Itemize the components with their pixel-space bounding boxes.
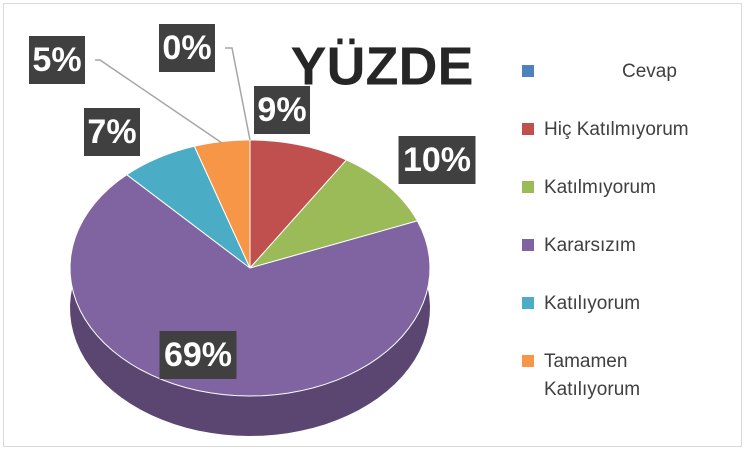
data-label-box: [254, 86, 310, 134]
data-label-box: [84, 108, 140, 156]
legend-item: Katılmıyorum: [522, 174, 712, 232]
legend-item: Cevap: [522, 58, 712, 116]
legend-item: Katılıyorum: [522, 290, 712, 348]
legend-swatch: [522, 123, 534, 135]
legend-swatch: [522, 355, 534, 367]
legend-label: Tamamen Katılıyorum: [544, 351, 641, 400]
data-label: 7%: [87, 113, 136, 151]
slice: [248, 159, 419, 269]
legend-item: Kararsızım: [522, 232, 712, 290]
slice: [249, 139, 348, 270]
leader-line: [225, 47, 251, 141]
data-label-box: [159, 331, 237, 379]
slice: [193, 139, 251, 269]
legend-swatch: [522, 65, 534, 77]
slice: [125, 145, 251, 269]
legend-label: Hiç Katılmıyorum: [544, 119, 689, 140]
data-label-box: [159, 24, 215, 72]
legend-item: Hiç Katılmıyorum: [522, 116, 712, 174]
data-label: 10%: [403, 141, 471, 179]
data-label-box: [398, 136, 476, 184]
legend-item: Tamamen Katılıyorum: [522, 348, 712, 406]
leader-line: [95, 59, 223, 144]
chart-title: YÜZDE: [290, 36, 473, 96]
data-label-box: [29, 36, 85, 84]
legend: Cevap Hiç Katılmıyorum Katılmıyorum Kararsı…: [522, 58, 712, 406]
legend-label: Kararsızım: [544, 235, 636, 256]
legend-label: Cevap: [622, 61, 677, 82]
legend-label: Katılmıyorum: [544, 177, 656, 198]
data-label: 0%: [162, 29, 211, 67]
legend-swatch: [522, 181, 534, 193]
data-label: 9%: [257, 91, 306, 129]
data-label: 5%: [32, 41, 81, 79]
legend-swatch: [522, 297, 534, 309]
legend-swatch: [522, 239, 534, 251]
data-label: 69%: [164, 336, 232, 374]
legend-label: Katılıyorum: [544, 293, 641, 314]
